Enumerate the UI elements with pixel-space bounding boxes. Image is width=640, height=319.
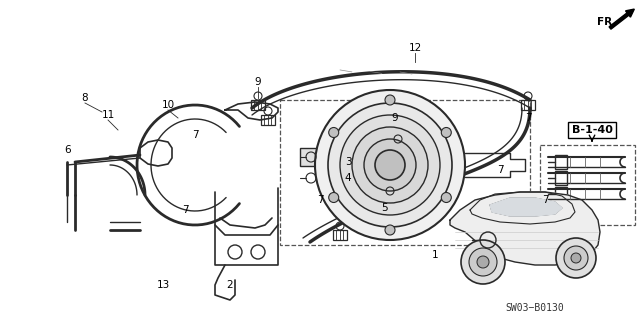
Circle shape <box>442 128 451 137</box>
Bar <box>555 187 567 201</box>
Text: 7: 7 <box>192 130 198 140</box>
Bar <box>555 171 567 185</box>
Circle shape <box>364 139 416 191</box>
Circle shape <box>375 150 405 180</box>
Circle shape <box>315 90 465 240</box>
Circle shape <box>571 253 581 263</box>
Text: 3: 3 <box>345 157 351 167</box>
Bar <box>261 115 275 125</box>
Text: 7: 7 <box>541 195 548 205</box>
Circle shape <box>461 240 505 284</box>
Text: 5: 5 <box>381 203 388 213</box>
Bar <box>300 148 322 166</box>
Text: 1: 1 <box>432 250 438 260</box>
Text: FR.: FR. <box>597 17 616 27</box>
Circle shape <box>340 115 440 215</box>
Circle shape <box>385 95 395 105</box>
Circle shape <box>469 248 497 276</box>
Circle shape <box>329 192 339 203</box>
FancyArrow shape <box>609 9 634 29</box>
Circle shape <box>556 238 596 278</box>
Circle shape <box>442 192 451 203</box>
Bar <box>251 100 265 110</box>
Polygon shape <box>490 198 562 216</box>
Bar <box>383 195 397 205</box>
Circle shape <box>328 103 452 227</box>
Bar <box>391 143 405 153</box>
Text: 9: 9 <box>392 113 398 123</box>
Text: 7: 7 <box>182 205 188 215</box>
Text: 2: 2 <box>227 280 234 290</box>
Bar <box>333 230 347 240</box>
Text: 4: 4 <box>345 173 351 183</box>
Polygon shape <box>450 192 600 265</box>
Text: 12: 12 <box>408 43 422 53</box>
Text: 6: 6 <box>65 145 71 155</box>
Text: SW03−B0130: SW03−B0130 <box>506 303 564 313</box>
Circle shape <box>564 246 588 270</box>
Text: 13: 13 <box>156 280 170 290</box>
Text: 9: 9 <box>255 77 261 87</box>
Bar <box>280 100 530 245</box>
Text: 7: 7 <box>497 165 503 175</box>
Circle shape <box>329 128 339 137</box>
Text: 10: 10 <box>161 100 175 110</box>
Bar <box>540 145 635 225</box>
Bar <box>555 155 567 169</box>
Circle shape <box>477 256 489 268</box>
Text: 7: 7 <box>317 195 323 205</box>
Circle shape <box>352 127 428 203</box>
Circle shape <box>385 225 395 235</box>
Text: 11: 11 <box>101 110 115 120</box>
Text: B-1-40: B-1-40 <box>572 125 612 135</box>
Text: 7: 7 <box>525 113 531 123</box>
Text: 8: 8 <box>82 93 88 103</box>
Bar <box>521 100 535 110</box>
